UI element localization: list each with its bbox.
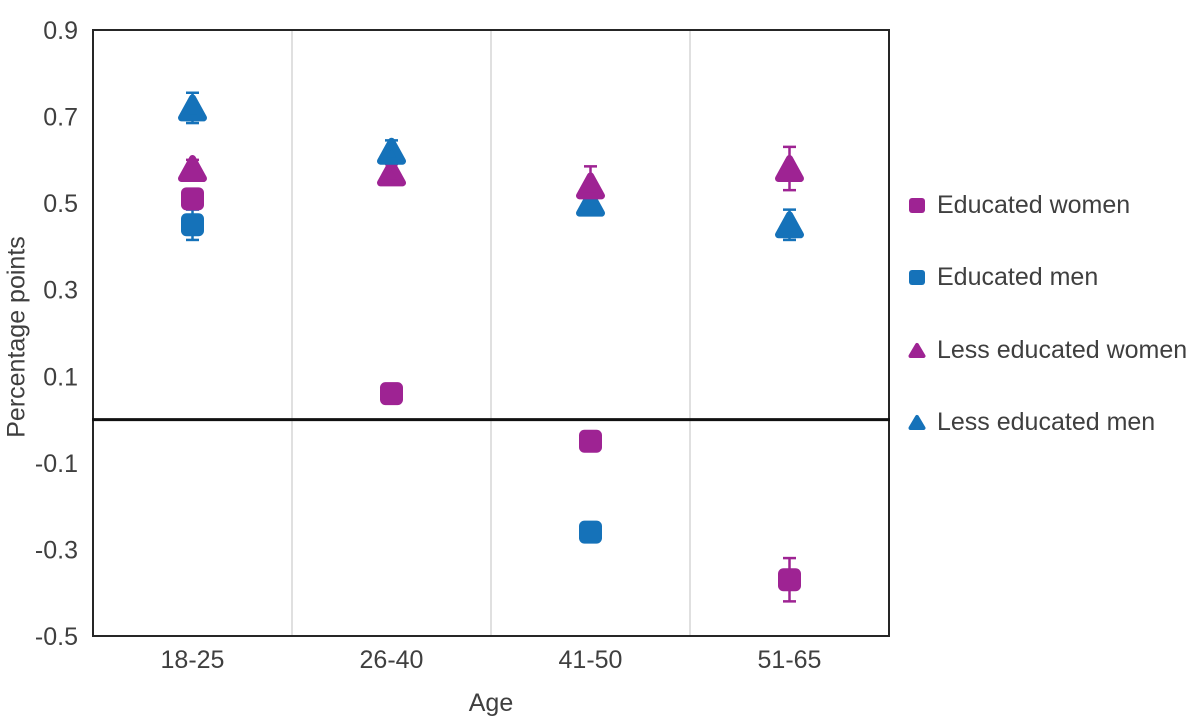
- svg-text:0.7: 0.7: [43, 104, 78, 132]
- y-tick-labels: 0.9 0.7 0.5 0.3 0.1 -0.1 -0.3 -0.5: [35, 17, 78, 651]
- svg-text:-0.5: -0.5: [35, 623, 78, 651]
- square-marker-icon: [908, 197, 926, 214]
- legend-item-educated-women: Educated women: [908, 188, 1130, 222]
- data-markers: [178, 94, 804, 592]
- triangle-marker-icon: [908, 414, 926, 431]
- svg-text:51-65: 51-65: [758, 646, 822, 674]
- svg-text:0.9: 0.9: [43, 17, 78, 45]
- svg-text:-0.3: -0.3: [35, 536, 78, 564]
- svg-text:-0.1: -0.1: [35, 450, 78, 478]
- legend-label: Educated men: [937, 262, 1099, 291]
- legend-item-less-educated-men: Less educated men: [908, 405, 1155, 439]
- svg-text:41-50: 41-50: [559, 646, 623, 674]
- legend-label: Educated women: [937, 190, 1131, 219]
- y-axis-title: Percentage points: [2, 236, 31, 438]
- legend-item-less-educated-women: Less educated women: [908, 333, 1187, 367]
- triangle-marker-icon: [908, 342, 926, 359]
- legend-label: Less educated women: [937, 335, 1188, 364]
- svg-text:18-25: 18-25: [161, 646, 225, 674]
- legend-item-educated-men: Educated men: [908, 260, 1098, 294]
- category-gridlines: [291, 30, 691, 636]
- svg-text:0.1: 0.1: [43, 363, 78, 391]
- svg-text:26-40: 26-40: [360, 646, 424, 674]
- x-tick-labels: 18-25 26-40 41-50 51-65: [161, 646, 822, 674]
- x-axis-title: Age: [468, 689, 514, 717]
- svg-text:0.5: 0.5: [43, 190, 78, 218]
- plot-border: [92, 29, 890, 637]
- legend-label: Less educated men: [937, 407, 1156, 436]
- square-marker-icon: [908, 269, 926, 286]
- svg-text:0.3: 0.3: [43, 277, 78, 305]
